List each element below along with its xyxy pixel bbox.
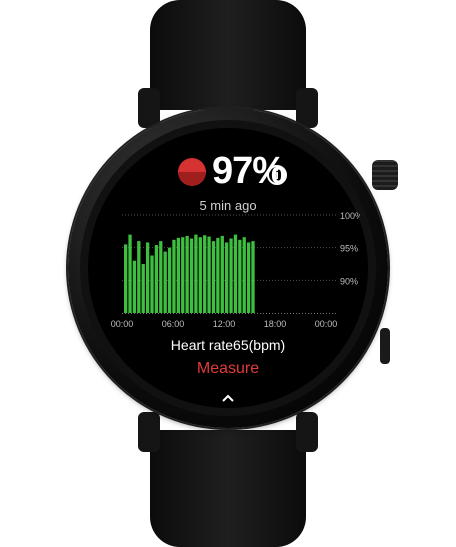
spo2-bar (159, 241, 163, 313)
spo2-bar (246, 242, 251, 313)
y-tick-label: 95% (340, 244, 358, 254)
x-tick-label: 00:00 (315, 319, 338, 329)
spo2-bar (233, 234, 238, 313)
chevron-up-icon[interactable] (220, 390, 236, 406)
spo2-bar (141, 264, 145, 313)
spo2-bar (251, 241, 255, 313)
x-tick-label: 06:00 (162, 319, 185, 329)
spo2-bar (207, 236, 211, 313)
x-tick-label: 18:00 (264, 319, 287, 329)
measure-button[interactable]: Measure (196, 360, 260, 377)
blood-oxygen-icon (178, 158, 206, 186)
info-icon[interactable]: i (267, 165, 287, 185)
spo2-bar (194, 234, 198, 313)
heart-rate-label: Heart rate65(bpm) (170, 337, 286, 353)
spo2-bar (229, 238, 233, 313)
spo2-bar (203, 235, 207, 313)
spo2-bar (145, 242, 150, 313)
spo2-bar (198, 237, 202, 313)
watch-strap-top (150, 0, 306, 110)
spo2-bar (124, 244, 128, 313)
measurement-timestamp: 5 min ago (199, 198, 257, 213)
spo2-bar (185, 235, 189, 313)
spo2-bar (216, 237, 220, 313)
lug-top-right (296, 88, 318, 128)
spo2-bar (189, 238, 194, 313)
spo2-bar (176, 237, 180, 313)
spo2-chart: 100% 95% 90% 00:00 06:00 12:00 18:00 00:00 (111, 211, 360, 329)
side-button[interactable] (380, 328, 390, 364)
spo2-bar (167, 247, 172, 313)
spo2-bar (137, 241, 141, 313)
spo2-bar (181, 237, 185, 313)
spo2-bar (238, 239, 242, 313)
watch-strap-bottom (150, 430, 306, 547)
y-tick-label: 90% (340, 276, 358, 286)
spo2-bar (211, 241, 216, 313)
lug-bottom-right (296, 412, 318, 452)
spo2-bar (220, 235, 224, 313)
spo2-bar (128, 234, 132, 313)
spo2-bar (154, 245, 159, 313)
spo2-bar (132, 260, 137, 313)
lug-bottom-left (138, 412, 160, 452)
spo2-bar (225, 242, 229, 313)
spo2-bar (163, 251, 167, 313)
spo2-bar (150, 255, 154, 313)
crown-button[interactable] (372, 160, 398, 190)
x-tick-label: 00:00 (111, 319, 134, 329)
spo2-bar (172, 239, 176, 313)
y-tick-label: 100% (340, 211, 360, 221)
spo2-bar (242, 237, 246, 313)
x-tick-label: 12:00 (213, 319, 236, 329)
lug-top-left (138, 88, 160, 128)
